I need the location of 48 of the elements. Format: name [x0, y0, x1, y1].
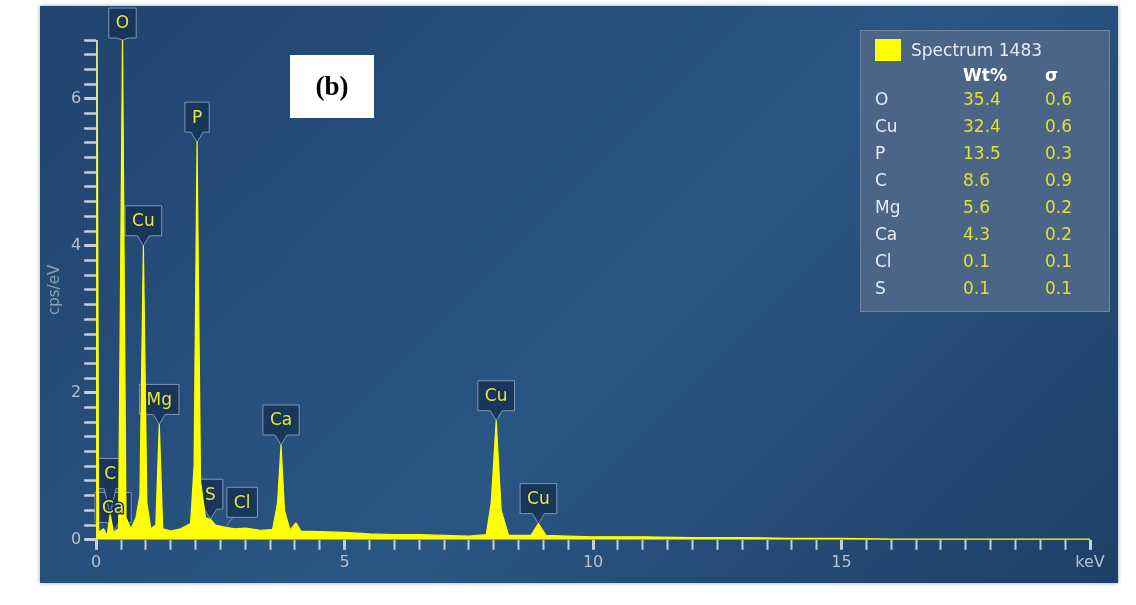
annotation: 0.1 — [963, 276, 992, 300]
annotation: Mg — [146, 388, 173, 409]
annotation: P — [191, 106, 203, 127]
x-tick-label: 5 — [339, 551, 350, 571]
annotation: 0.1 — [963, 249, 992, 273]
annotation: 5.6 — [963, 195, 992, 219]
annotation: Cu — [484, 385, 508, 406]
x-tick-label: 0 — [91, 551, 102, 571]
annotation: Cl — [233, 491, 251, 512]
y-tick-label: 0 — [70, 528, 82, 548]
annotation: 0.1 — [1045, 249, 1074, 273]
annotation: 4.3 — [963, 222, 992, 246]
annotation: Wt% — [963, 65, 1008, 85]
annotation: Cu — [875, 114, 899, 138]
annotation: 0.2 — [1045, 222, 1074, 246]
annotation: C — [104, 462, 117, 483]
x-tick-label: keV — [1075, 551, 1105, 571]
annotation: Cu — [527, 488, 550, 509]
x-tick-label: 15 — [831, 551, 852, 571]
y-tick-label: 2 — [70, 381, 82, 401]
annotation: Mg — [875, 195, 902, 219]
annotation: O — [115, 12, 130, 33]
annotation: 35.4 — [963, 87, 1002, 111]
legend-label: Spectrum 1483 — [911, 40, 1043, 60]
x-tick-label: 10 — [582, 551, 604, 571]
y-tick-label: 4 — [70, 234, 82, 254]
annotation: (b) — [290, 55, 374, 118]
annotation: S — [875, 276, 887, 300]
annotation: 0.2 — [1045, 195, 1074, 219]
annotation: P — [875, 141, 887, 165]
annotation: O — [875, 87, 890, 111]
annotation: 32.4 — [963, 114, 1002, 138]
annotation: 0.6 — [1045, 114, 1074, 138]
annotation: 0.3 — [1045, 141, 1074, 165]
y-tick-label: 6 — [70, 87, 82, 107]
annotation: C — [875, 168, 888, 192]
annotation: 0.9 — [1045, 168, 1074, 192]
annotation: Ca — [269, 409, 293, 430]
annotation: S — [205, 483, 216, 504]
annotation: 0.1 — [1045, 276, 1074, 300]
y-axis-title: cps/eV — [44, 264, 63, 315]
annotation: 13.5 — [963, 141, 1002, 165]
annotation: 8.6 — [963, 168, 992, 192]
annotation: Cu — [132, 210, 155, 231]
annotation: σ — [1045, 65, 1060, 85]
annotation: 0.6 — [1045, 87, 1074, 111]
annotation: Ca — [875, 222, 899, 246]
annotation: Cl — [875, 249, 893, 273]
